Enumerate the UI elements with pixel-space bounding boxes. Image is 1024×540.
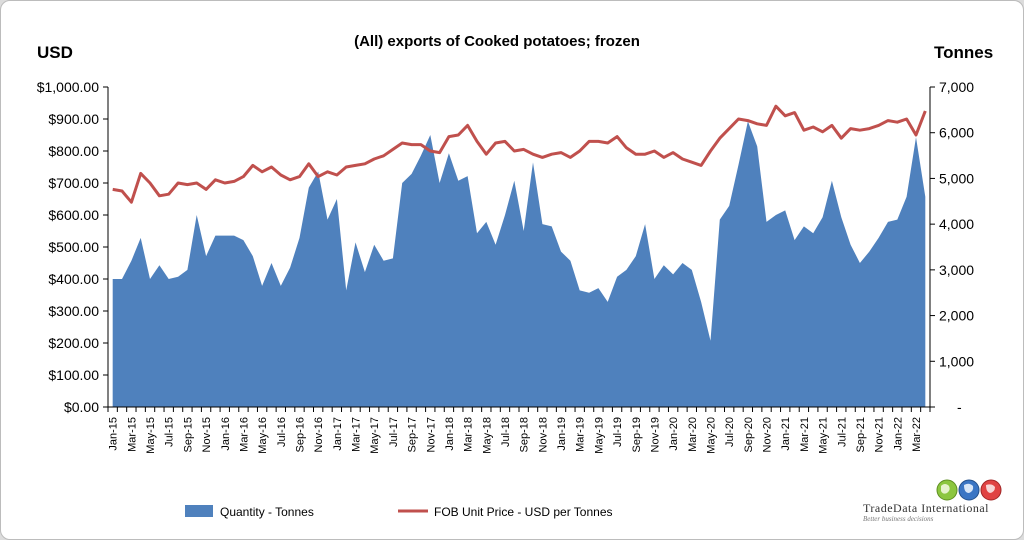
x-tick-label: Nov-21	[874, 417, 886, 452]
left-tick-label: $800.00	[48, 143, 99, 159]
x-tick-label: May-18	[481, 417, 493, 454]
globe-red-land	[986, 484, 995, 493]
x-tick-label: May-21	[818, 417, 830, 454]
brand-name: TradeData International	[863, 501, 989, 515]
right-tick-label: -	[957, 399, 962, 415]
x-tick-label: Mar-17	[351, 417, 363, 452]
left-tick-label: $300.00	[48, 303, 99, 319]
legend-swatch-quantity	[185, 505, 213, 517]
x-tick-label: Jul-20	[724, 417, 736, 447]
right-tick-label: 3,000	[939, 262, 974, 278]
x-tick-label: Nov-18	[537, 417, 549, 452]
x-tick-label: Jul-15	[164, 417, 176, 447]
legend-label-price: FOB Unit Price - USD per Tonnes	[434, 505, 613, 519]
x-tick-label: Jul-18	[500, 417, 512, 447]
x-tick-label: Jan-17	[332, 417, 344, 451]
x-tick-label: Sep-17	[407, 417, 419, 452]
x-tick-label: Jan-21	[780, 417, 792, 451]
x-tick-label: Jul-19	[612, 417, 624, 447]
right-tick-label: 1,000	[939, 353, 974, 369]
x-tick-label: May-19	[593, 417, 605, 454]
left-tick-label: $600.00	[48, 207, 99, 223]
x-tick-label: Mar-15	[126, 417, 138, 452]
x-tick-label: Sep-16	[294, 417, 306, 452]
right-tick-label: 7,000	[939, 79, 974, 95]
x-tick-label: Mar-19	[575, 417, 587, 452]
globe-green-land	[941, 484, 950, 494]
x-tick-label: Mar-20	[687, 417, 699, 452]
right-axis-unit: Tonnes	[934, 43, 993, 62]
globe-blue-land	[964, 483, 974, 493]
x-tick-label: Sep-18	[519, 417, 531, 452]
x-tick-label: Nov-15	[201, 417, 213, 452]
x-tick-label: Mar-22	[911, 417, 923, 452]
x-tick-label: Nov-16	[313, 417, 325, 452]
x-tick-label: Sep-20	[743, 417, 755, 452]
x-tick-label: Jan-18	[444, 417, 456, 451]
x-tick-label: Jan-20	[668, 417, 680, 451]
brand-tagline: Better business decisions	[863, 515, 934, 523]
left-tick-label: $500.00	[48, 239, 99, 255]
series-area-quantity	[112, 121, 926, 408]
x-tick-label: Jan-19	[556, 417, 568, 451]
x-tick-label: Jul-16	[276, 417, 288, 447]
x-tick-label: Mar-21	[799, 417, 811, 452]
x-tick-label: May-15	[145, 417, 157, 454]
x-tick-label: Nov-20	[762, 417, 774, 452]
x-tick-label: May-20	[705, 417, 717, 454]
x-tick-label: Jul-17	[388, 417, 400, 447]
legend: Quantity - Tonnes FOB Unit Price - USD p…	[185, 505, 613, 519]
plot-area: $0.00 $100.00 $200.00 $300.00 $400.00 $500.00…	[37, 79, 975, 454]
left-tick-label: $700.00	[48, 175, 99, 191]
x-tick-label: May-16	[257, 417, 269, 454]
x-tick-label: Mar-16	[238, 417, 250, 452]
left-tick-label: $0.00	[64, 399, 99, 415]
right-tick-label: 5,000	[939, 170, 974, 186]
left-tick-label: $1,000.00	[37, 79, 99, 95]
x-tick-label: Nov-17	[425, 417, 437, 452]
x-tick-label: Sep-21	[855, 417, 867, 452]
x-tick-label: Jul-21	[836, 417, 848, 447]
x-tick-label: Mar-18	[463, 417, 475, 452]
x-tick-label: Nov-19	[649, 417, 661, 452]
x-tick-label: Jan-16	[220, 417, 232, 451]
x-tick-label: Sep-15	[182, 417, 194, 452]
right-tick-label: 6,000	[939, 125, 974, 141]
x-tick-label: May-17	[369, 417, 381, 454]
left-tick-label: $900.00	[48, 111, 99, 127]
chart-title: (All) exports of Cooked potatoes; frozen	[354, 33, 640, 50]
left-tick-label: $400.00	[48, 271, 99, 287]
brand-logo: TradeData International Better business …	[863, 479, 1002, 523]
x-tick-label: Sep-19	[631, 417, 643, 452]
left-axis-unit: USD	[37, 43, 73, 62]
x-tick-label: Jan-15	[108, 417, 120, 451]
right-tick-label: 2,000	[939, 308, 974, 324]
right-tick-label: 4,000	[939, 216, 974, 232]
legend-label-quantity: Quantity - Tonnes	[220, 505, 314, 519]
series-line-price	[112, 104, 927, 204]
left-tick-label: $200.00	[48, 335, 99, 351]
x-tick-label: Jan-22	[892, 417, 904, 451]
left-tick-label: $100.00	[48, 367, 99, 383]
